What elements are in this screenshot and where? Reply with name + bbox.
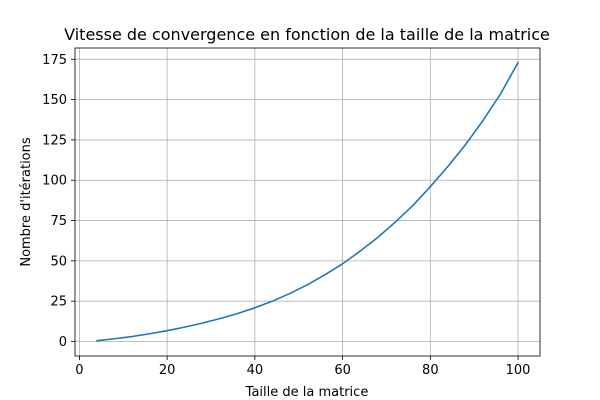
- y-tick-label: 175: [42, 53, 67, 68]
- y-tick-label: 75: [50, 214, 67, 229]
- x-tick-label: 40: [247, 363, 264, 378]
- y-tick-label: 25: [50, 295, 67, 310]
- x-tick-label: 60: [334, 363, 351, 378]
- axis-ticks: 0 20 40 60 80 100 0 25 50 75 100 125 150 175: [42, 53, 530, 378]
- x-tick-label: 20: [159, 363, 176, 378]
- x-tick-label: 0: [75, 363, 83, 378]
- y-tick-label: 100: [42, 174, 67, 189]
- x-tick-label: 100: [506, 363, 531, 378]
- y-tick-label: 150: [42, 93, 67, 108]
- y-axis-label: Nombre d'itérations: [19, 137, 34, 267]
- y-tick-label: 0: [59, 335, 67, 350]
- grid-lines: [75, 48, 540, 356]
- chart-title: Vitesse de convergence en fonction de la…: [64, 25, 550, 44]
- y-tick-label: 50: [50, 254, 67, 269]
- y-tick-label: 125: [42, 133, 67, 148]
- x-tick-label: 80: [422, 363, 439, 378]
- series-line: [96, 61, 519, 342]
- axes-frame: [74, 47, 541, 357]
- x-axis-label: Taille de la matrice: [245, 385, 369, 400]
- series-layer: [96, 61, 519, 342]
